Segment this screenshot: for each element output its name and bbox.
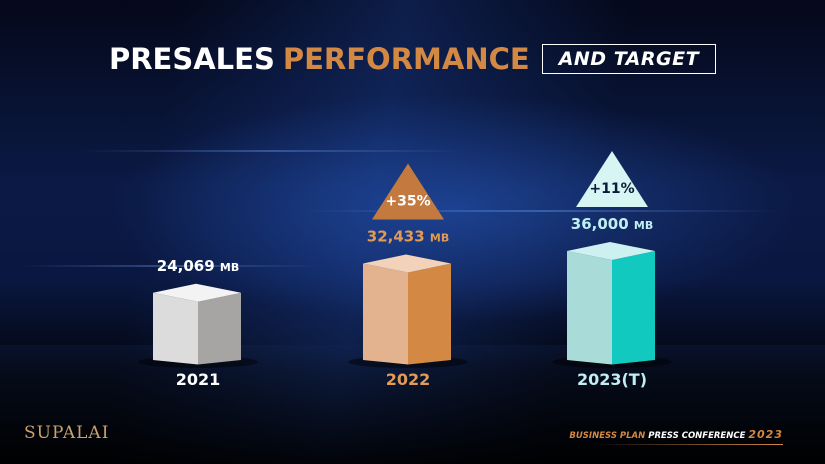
bar-value-number: 32,433 [367, 227, 430, 245]
bar-value-label: 32,433 MB [367, 227, 449, 245]
growth-triangle [372, 163, 444, 220]
bar-value-number: 24,069 [157, 257, 220, 275]
title-and-target-box: AND TARGET [541, 44, 717, 74]
bar-value-unit: MB [634, 219, 653, 232]
light-streak [20, 265, 320, 267]
light-streak [300, 210, 780, 212]
category-label: 2022 [386, 370, 431, 389]
bar-front-face [153, 292, 198, 365]
title-presales: PRESALES [108, 42, 275, 76]
growth-label: +35% [385, 193, 430, 209]
light-streak [80, 150, 460, 152]
bar-value-unit: MB [430, 231, 449, 244]
page-title: PRESALES PERFORMANCE AND TARGET [0, 42, 825, 82]
growth-triangle [576, 151, 648, 207]
bar-top-face [363, 254, 451, 273]
bar-top-face [153, 283, 241, 302]
bar-value-label: 36,000 MB [571, 215, 653, 233]
bar-side-face [198, 292, 241, 365]
category-label: 2023(T) [577, 370, 647, 389]
category-label: 2021 [176, 370, 221, 389]
footer-business-plan: BUSINESS PLAN [569, 431, 646, 441]
footer-press-conference: PRESS CONFERENCE [648, 431, 746, 441]
supalai-logo: SUPALAI [24, 423, 110, 443]
footer-underline [593, 444, 783, 445]
growth-label: +11% [589, 181, 634, 197]
bar-side-face [612, 251, 655, 365]
title-performance: PERFORMANCE [282, 42, 530, 76]
bar-side-face [408, 263, 451, 365]
bar-top-face [567, 242, 655, 260]
footer-caption: BUSINESS PLAN PRESS CONFERENCE 2023 [569, 428, 783, 441]
bar-value-unit: MB [220, 261, 239, 274]
bar-front-face [363, 263, 408, 365]
bar-value-label: 24,069 MB [157, 257, 239, 275]
bar-front-face [567, 251, 612, 365]
bar-value-number: 36,000 [571, 215, 634, 233]
footer-year: 2023 [748, 428, 783, 441]
